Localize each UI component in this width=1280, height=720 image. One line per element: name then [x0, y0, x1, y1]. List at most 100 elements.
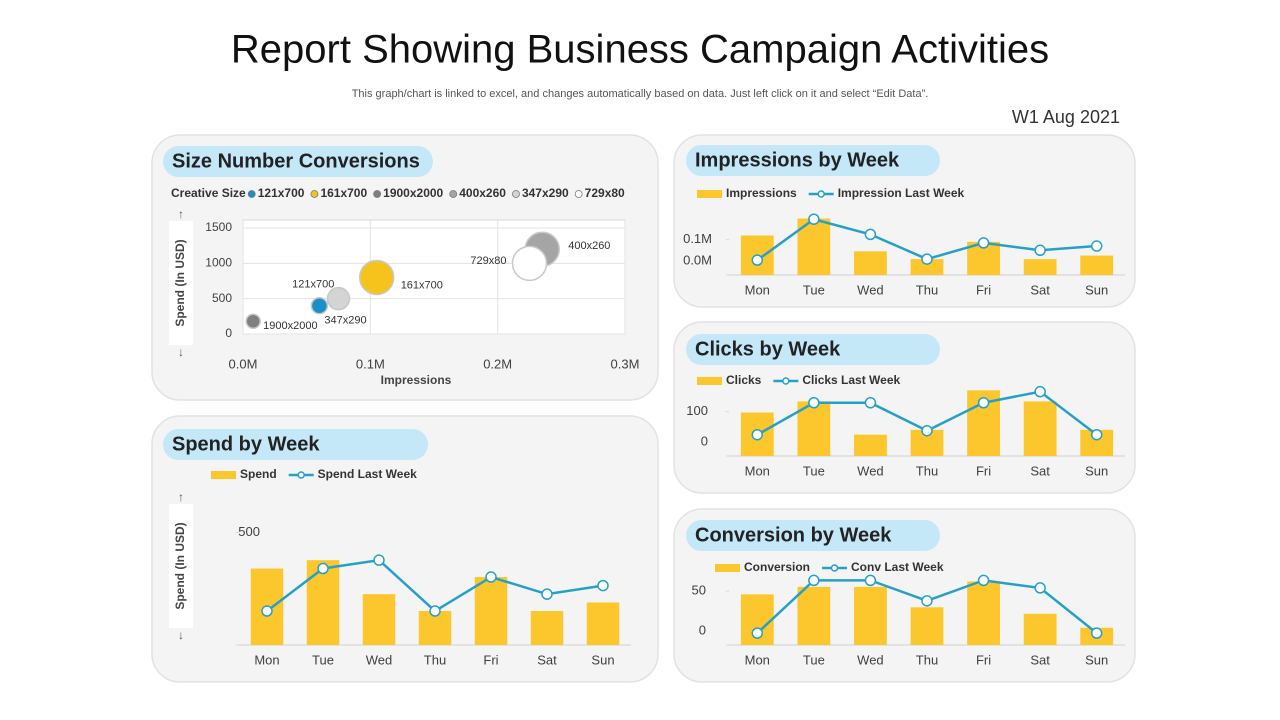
x-tick-label: 0.1M — [356, 356, 385, 371]
line-marker — [429, 605, 441, 617]
x-tick-label: Thu — [916, 463, 938, 478]
legend-marker — [782, 377, 790, 385]
y-tick-label: 500 — [212, 291, 232, 305]
line-marker — [977, 574, 990, 587]
line-marker — [317, 562, 329, 575]
x-tick-label: Tue — [803, 652, 825, 667]
page-title: Report Showing Business Campaign Activit… — [231, 28, 1049, 72]
line-marker — [751, 627, 764, 639]
legend-label: 400x260 — [459, 186, 506, 200]
legend-title: Creative Size — [171, 186, 246, 200]
x-tick-label: Sun — [1085, 463, 1108, 478]
panel-title: Conversion by Week — [695, 524, 892, 546]
legend-swatch — [247, 190, 256, 198]
arrow-down: ↓ — [178, 628, 184, 642]
line-marker — [261, 605, 273, 617]
legend-label: 1900x2000 — [383, 186, 443, 200]
line-marker — [597, 579, 609, 592]
legend-label: Conv Last Week — [851, 560, 944, 574]
bar — [797, 586, 831, 645]
legend-swatch — [310, 190, 319, 198]
x-tick-label: Wed — [857, 652, 884, 667]
x-tick-label: Sat — [1030, 282, 1050, 297]
legend-label: Spend — [240, 467, 277, 481]
line-marker — [373, 554, 385, 566]
bar — [530, 611, 564, 645]
line-marker — [977, 397, 990, 409]
bar — [854, 434, 887, 456]
legend-marker — [830, 564, 839, 572]
bar — [586, 602, 620, 645]
bubble-label: 1900x2000 — [263, 320, 317, 332]
x-tick-label: Sun — [1085, 282, 1108, 297]
bar — [474, 577, 508, 645]
x-tick-label: Sun — [1085, 652, 1108, 667]
x-tick-label: Sat — [1030, 652, 1050, 667]
plot-area — [242, 219, 626, 335]
bar — [854, 586, 887, 645]
panel-header — [163, 146, 433, 177]
legend-marker — [817, 190, 825, 198]
bar — [306, 560, 340, 645]
page-subtitle: This graph/chart is linked to excel, and… — [352, 88, 929, 100]
line-marker — [864, 397, 877, 409]
legend-label: 161x700 — [320, 186, 367, 200]
x-tick-label: Mon — [745, 282, 770, 297]
bar — [1080, 255, 1114, 275]
line-marker — [921, 595, 933, 607]
y-tick-label: 500 — [238, 524, 260, 539]
panel — [673, 508, 1136, 683]
x-tick-label: Fri — [976, 652, 991, 667]
x-axis-title: Impressions — [381, 373, 452, 387]
line-marker — [751, 254, 764, 266]
legend-label: Impressions — [726, 186, 797, 200]
bar — [1023, 259, 1057, 275]
x-tick-label: Tue — [803, 282, 825, 297]
line-marker — [808, 397, 820, 409]
line-marker — [1034, 244, 1046, 257]
y-tick-label: 1500 — [205, 220, 232, 234]
bar — [910, 607, 944, 645]
panel-title: Impressions by Week — [695, 149, 900, 171]
bar — [1023, 613, 1057, 645]
bubble-label: 121x700 — [292, 279, 334, 291]
legend-swatch — [373, 190, 382, 198]
line-marker — [977, 237, 990, 249]
x-tick-label: Sat — [537, 652, 557, 667]
line-marker — [751, 428, 764, 441]
x-tick-label: Fri — [976, 282, 991, 297]
bar — [854, 251, 887, 275]
x-tick-label: Fri — [483, 652, 498, 667]
panel-title: Size Number Conversions — [172, 150, 420, 172]
legend-swatch — [715, 564, 740, 572]
x-tick-label: Sat — [1030, 463, 1050, 478]
x-tick-label: Wed — [857, 463, 884, 478]
line-marker — [1090, 240, 1103, 252]
x-tick-label: Wed — [366, 652, 393, 667]
panel-title: Spend by Week — [172, 433, 320, 455]
legend-swatch — [697, 377, 722, 385]
y-tick-label: 0 — [225, 326, 232, 340]
line-marker — [1034, 582, 1046, 594]
legend-label: Conversion — [744, 560, 810, 574]
bubble — [358, 259, 395, 296]
legend-label: Spend Last Week — [318, 467, 417, 481]
bubble — [310, 296, 329, 315]
panel-header — [686, 334, 940, 365]
legend-label: Clicks — [726, 373, 762, 387]
line-marker — [485, 571, 497, 583]
bubble-label: 347x290 — [324, 315, 366, 327]
bubble-label: 161x700 — [401, 279, 443, 291]
x-tick-label: 0.3M — [611, 356, 640, 371]
x-tick-label: Mon — [254, 652, 279, 667]
panel-header — [163, 429, 428, 460]
x-tick-label: Wed — [857, 282, 884, 297]
bar — [967, 581, 1000, 645]
bar — [362, 594, 396, 645]
y-title-bg — [169, 504, 193, 628]
x-tick-label: Thu — [424, 652, 446, 667]
y-axis-title: Spend (In USD) — [173, 522, 187, 609]
legend-swatch — [574, 190, 583, 198]
x-tick-label: Thu — [916, 652, 938, 667]
